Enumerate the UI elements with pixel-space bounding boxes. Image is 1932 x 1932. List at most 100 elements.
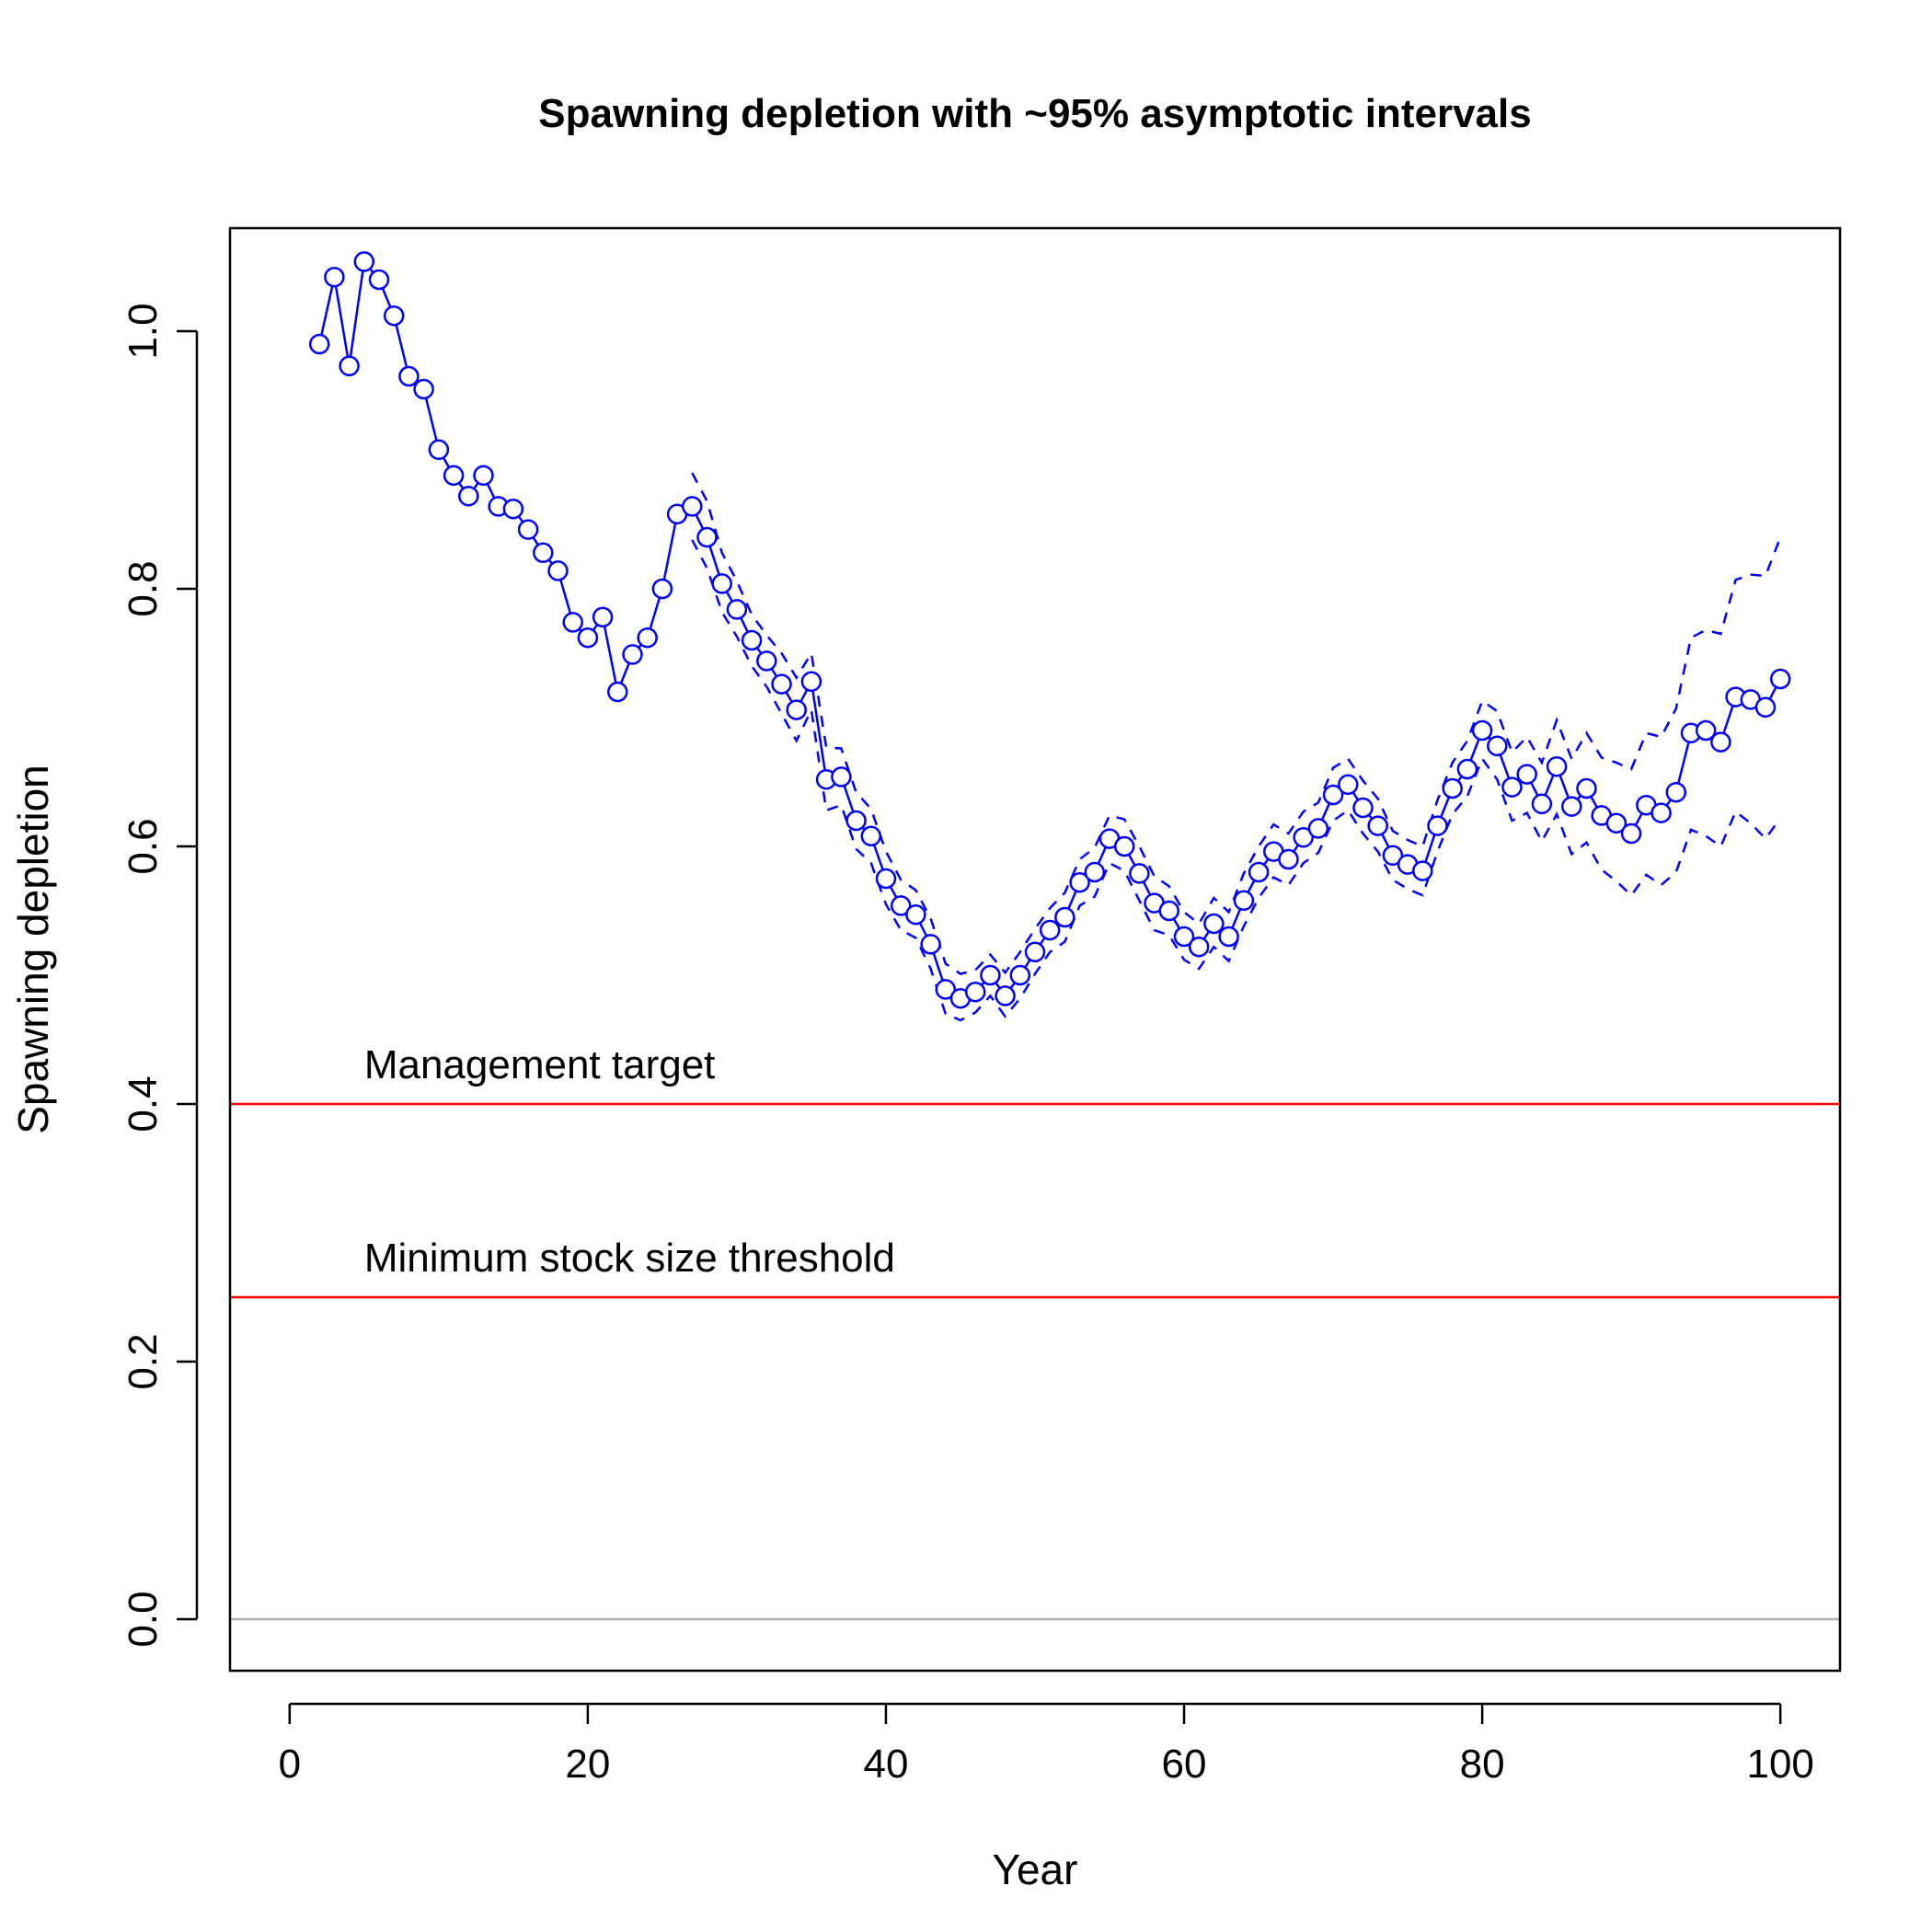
y-axis-label: Spawning depletion [9,765,57,1134]
x-axis-label: Year [993,1846,1078,1893]
data-point [428,439,450,461]
data-point [1158,900,1180,922]
data-point [860,825,882,847]
y-tick-label: 0.6 [121,818,166,874]
data-point [964,981,986,1003]
data-point [1307,818,1329,839]
data-point [398,365,420,387]
data-point [502,498,524,520]
data-point [413,378,434,400]
data-point [1218,926,1239,948]
data-point [1352,797,1374,819]
data-point [980,964,1001,986]
reference-label: Management target [364,1042,716,1087]
data-point [1442,777,1463,799]
data-point [383,305,405,327]
data-point [339,355,360,377]
data-point [845,810,867,832]
data-point [592,606,614,628]
data-point [1412,860,1433,881]
data-point [905,903,926,926]
data-point [562,612,583,633]
data-point [995,985,1016,1006]
data-point [1084,861,1106,883]
data-point [1293,826,1314,848]
y-tick-label: 0.4 [121,1075,166,1132]
data-point [1665,781,1687,803]
data-point [1501,776,1523,798]
data-point [935,979,957,1000]
x-tick-label: 40 [863,1742,908,1787]
data-point [1576,777,1597,799]
reference-labels: Management target Minimum stock size thre… [364,1042,895,1281]
data-point [443,465,465,487]
data-point [1650,802,1672,823]
data-point [920,934,941,955]
data-point [711,573,732,594]
data-point [1769,668,1791,690]
data-point [1546,755,1568,777]
data-point [696,526,718,548]
data-point [1456,758,1478,780]
data-point [1620,822,1642,845]
data-point [1605,812,1627,834]
y-tick-label: 1.0 [121,303,166,359]
data-point [1471,719,1493,742]
y-tick-label: 0.0 [121,1591,166,1647]
data-point [1382,845,1404,867]
data-point [517,519,539,540]
data-point [308,333,330,355]
data-point [1531,793,1553,815]
x-tick-label: 0 [279,1742,301,1787]
data-point [831,766,852,788]
data-point [875,868,897,890]
data-point [607,681,628,703]
data-point [1188,936,1210,958]
plot-frame [228,226,1842,1673]
chart-title: Spawning depletion with ~95% asymptotic … [538,91,1531,136]
interval-upper-line [691,472,1782,975]
data-point [1173,926,1195,948]
data-point [1024,941,1046,963]
x-tick-label: 20 [565,1742,610,1787]
y-axis: 0.0 0.2 0.4 0.6 0.8 1.0 [121,303,199,1648]
data-point [1278,848,1299,870]
data-point [1248,861,1270,883]
reference-lines [230,1102,1840,1621]
data-point [368,269,390,291]
data-point [533,542,554,564]
data-point [1427,815,1448,836]
x-axis: 0 20 40 60 80 100 [279,1702,1814,1787]
data-point [800,671,822,693]
data-point [651,578,673,600]
data-point [324,266,345,288]
data-point [353,251,375,272]
data-point [890,895,912,916]
y-tick-label: 0.2 [121,1333,166,1389]
data-point [1129,863,1150,884]
data-point [1233,890,1255,912]
data-point [1487,735,1508,757]
data-point [473,465,494,487]
data-point [756,650,777,672]
data-point [1338,774,1359,796]
data-point [637,627,658,649]
data-point [682,496,703,517]
data-point [786,699,807,720]
data-point [1710,731,1731,753]
x-tick-label: 100 [1746,1742,1813,1787]
data-point [1322,784,1344,806]
data-point [1754,696,1777,719]
data-point [577,627,599,649]
data-point [1203,913,1225,935]
data-point [1054,906,1075,928]
data-point [1069,871,1090,893]
data-point [1516,764,1537,785]
data-point [1367,815,1388,836]
series-points [308,251,1791,1009]
data-point [726,599,748,620]
data-point [1695,719,1717,742]
data-point [1009,964,1031,986]
